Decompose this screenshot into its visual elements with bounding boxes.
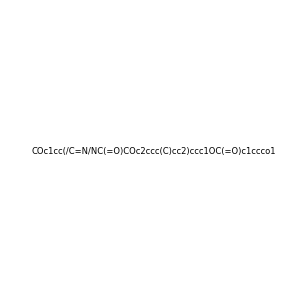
Text: COc1cc(/C=N/NC(=O)COc2ccc(C)cc2)ccc1OC(=O)c1ccco1: COc1cc(/C=N/NC(=O)COc2ccc(C)cc2)ccc1OC(=… [32,147,276,156]
